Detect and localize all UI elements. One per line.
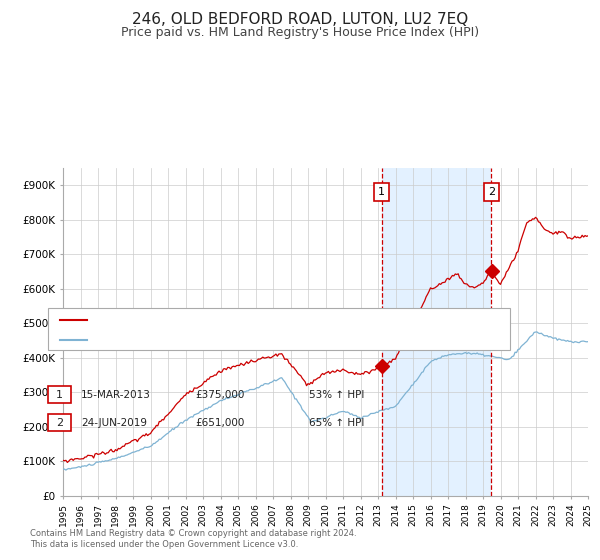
Text: 24-JUN-2019: 24-JUN-2019: [81, 418, 147, 428]
Text: 246, OLD BEDFORD ROAD, LUTON, LU2 7EQ: 246, OLD BEDFORD ROAD, LUTON, LU2 7EQ: [132, 12, 468, 27]
Text: HPI: Average price, detached house, Luton: HPI: Average price, detached house, Luto…: [93, 334, 302, 344]
Text: 15-MAR-2013: 15-MAR-2013: [81, 390, 151, 400]
Text: 1: 1: [56, 390, 63, 400]
Text: 65% ↑ HPI: 65% ↑ HPI: [309, 418, 364, 428]
Text: 246, OLD BEDFORD ROAD, LUTON, LU2 7EQ (detached house): 246, OLD BEDFORD ROAD, LUTON, LU2 7EQ (d…: [93, 315, 398, 325]
Text: Price paid vs. HM Land Registry's House Price Index (HPI): Price paid vs. HM Land Registry's House …: [121, 26, 479, 39]
Text: 2: 2: [56, 418, 63, 428]
Text: £375,000: £375,000: [195, 390, 244, 400]
Text: 2: 2: [488, 187, 495, 197]
Text: Contains HM Land Registry data © Crown copyright and database right 2024.
This d: Contains HM Land Registry data © Crown c…: [30, 529, 356, 549]
Text: 1: 1: [378, 187, 385, 197]
Text: £651,000: £651,000: [195, 418, 244, 428]
Bar: [382, 168, 491, 496]
Text: 53% ↑ HPI: 53% ↑ HPI: [309, 390, 364, 400]
